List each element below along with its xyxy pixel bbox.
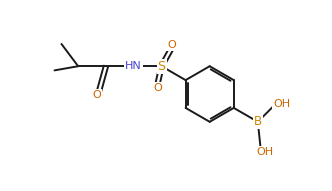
- Text: S: S: [158, 60, 166, 73]
- Text: O: O: [167, 40, 176, 50]
- Text: B: B: [254, 115, 262, 128]
- Text: HN: HN: [125, 61, 142, 71]
- Text: O: O: [153, 83, 162, 93]
- Text: OH: OH: [273, 99, 290, 109]
- Text: O: O: [92, 90, 101, 100]
- Text: OH: OH: [257, 147, 274, 157]
